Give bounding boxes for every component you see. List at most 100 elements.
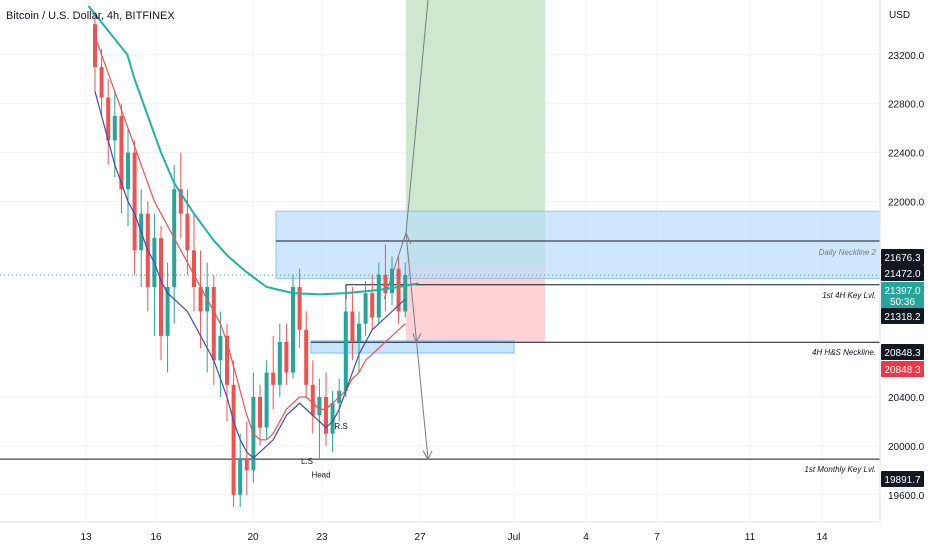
projection-up-line: [405, 0, 429, 234]
time-tick-label: 4: [583, 532, 589, 543]
last-price-value: 21397.0: [884, 286, 921, 297]
candle-body: [244, 458, 249, 471]
candle-body: [225, 335, 229, 385]
price-badge-label: 19891.7: [884, 475, 921, 486]
time-tick-label: Jul: [508, 532, 521, 543]
price-tick-label: 23200.0: [888, 51, 925, 62]
candle-body: [211, 287, 216, 361]
candle-body: [291, 287, 295, 373]
projection-arrows: [383, 0, 433, 461]
candle-body: [159, 238, 163, 336]
time-tick-label: 20: [247, 532, 259, 543]
price-badge: [881, 265, 924, 281]
price-tick-label: 22400.0: [888, 149, 925, 160]
time-tick-label: 7: [654, 532, 660, 543]
candle-body: [396, 268, 401, 312]
price-tick-label: 22800.0: [888, 100, 925, 111]
bar-countdown: 50:36: [890, 297, 915, 308]
candle-body: [185, 213, 190, 251]
time-tick-label: 13: [80, 532, 92, 543]
candle-body: [317, 397, 322, 416]
price-badge: [881, 249, 924, 265]
price-badge: [881, 361, 924, 377]
level-label: 1st Monthly Key Lvl.: [804, 465, 876, 474]
pattern-labels: L.S Head R.S: [301, 422, 348, 480]
candle-body: [343, 311, 348, 391]
candle-body: [192, 250, 196, 288]
price-badge-label: 20848.3: [884, 348, 921, 359]
time-tick-label: 16: [150, 532, 162, 543]
candle-body: [284, 342, 289, 373]
time-tick-label: 27: [414, 532, 426, 543]
candle-body: [99, 67, 104, 98]
candle-body: [383, 274, 388, 294]
pattern-label: R.S: [334, 422, 347, 431]
arrowhead-down: [422, 450, 433, 461]
price-badge: [881, 308, 924, 324]
candle-body: [231, 384, 236, 495]
ema-slow-line: [87, 5, 419, 296]
candle-body: [370, 293, 375, 318]
candle-body: [310, 384, 315, 416]
candle-body: [119, 115, 124, 190]
candle-body: [264, 372, 269, 428]
price-tick-label: 20000.0: [888, 442, 925, 453]
daily-supply-zone: [275, 210, 881, 279]
price-tick-label: 22000.0: [888, 197, 925, 208]
price-tick-label: 20400.0: [888, 393, 925, 404]
time-axis: 13 16 20 23 27 Jul 4 7 11 14: [0, 521, 880, 543]
ema-fast-line: [94, 91, 406, 459]
price-badge: [881, 344, 924, 360]
level-lines: [0, 240, 880, 460]
zones: [275, 0, 881, 354]
candle-body: [363, 293, 368, 324]
candle-body: [297, 287, 302, 330]
arrowhead-mid: [412, 333, 422, 344]
price-badge-label: 21318.2: [884, 312, 921, 323]
level-label: 4H H&S Neckline.: [812, 348, 876, 357]
candle-body: [198, 287, 203, 312]
price-badge-label: 21676.3: [884, 253, 921, 264]
price-badge-label: 21472.0: [884, 269, 921, 280]
level-label: 1st 4H Key Lvl.: [822, 291, 876, 300]
candle-body: [277, 342, 282, 385]
pattern-label: Head: [311, 471, 330, 480]
candle-body: [304, 329, 309, 385]
chart-title: Bitcoin / U.S. Dollar, 4h, BITFINEX: [6, 10, 175, 22]
ema-mid-line: [94, 36, 406, 441]
currency-label: USD: [889, 10, 910, 21]
time-tick-label: 11: [745, 532, 756, 543]
time-tick-label: 23: [316, 532, 328, 543]
candle-body: [126, 152, 130, 190]
candle-body: [238, 458, 243, 495]
price-tick-label: 19600.0: [888, 491, 925, 502]
candle-body: [390, 268, 394, 294]
candle-body: [165, 287, 170, 336]
candle-body: [403, 275, 408, 312]
candle-body: [330, 403, 335, 434]
candle-body: [112, 115, 117, 141]
level-label: Daily Neckline 2: [819, 248, 877, 257]
level-labels: Daily Neckline 2 1st 4H Key Lvl. 4H H&S Ne…: [804, 248, 876, 474]
candle-body: [218, 335, 223, 361]
candle-body: [132, 152, 137, 251]
candle-body: [350, 311, 355, 343]
price-badge: [881, 471, 924, 487]
last-price-badge: [881, 282, 924, 308]
projection-down-line: [405, 233, 429, 460]
arrowhead-up: [401, 231, 412, 245]
price-badge-label: 20848.3: [884, 365, 921, 376]
price-badges: 21676.3 21472.0 21318.2 20848.3 20848.3 19891…: [881, 249, 924, 487]
candle-body: [106, 97, 111, 141]
candle-body: [271, 372, 276, 385]
candle-body: [178, 189, 183, 214]
pattern-label: L.S: [301, 457, 313, 466]
candle-body: [93, 24, 97, 68]
time-tick-label: 14: [816, 532, 828, 543]
candles: [93, 12, 408, 508]
candle-body: [258, 397, 262, 428]
candle-body: [324, 397, 328, 434]
candle-body: [376, 274, 381, 318]
candle-body: [357, 323, 361, 343]
